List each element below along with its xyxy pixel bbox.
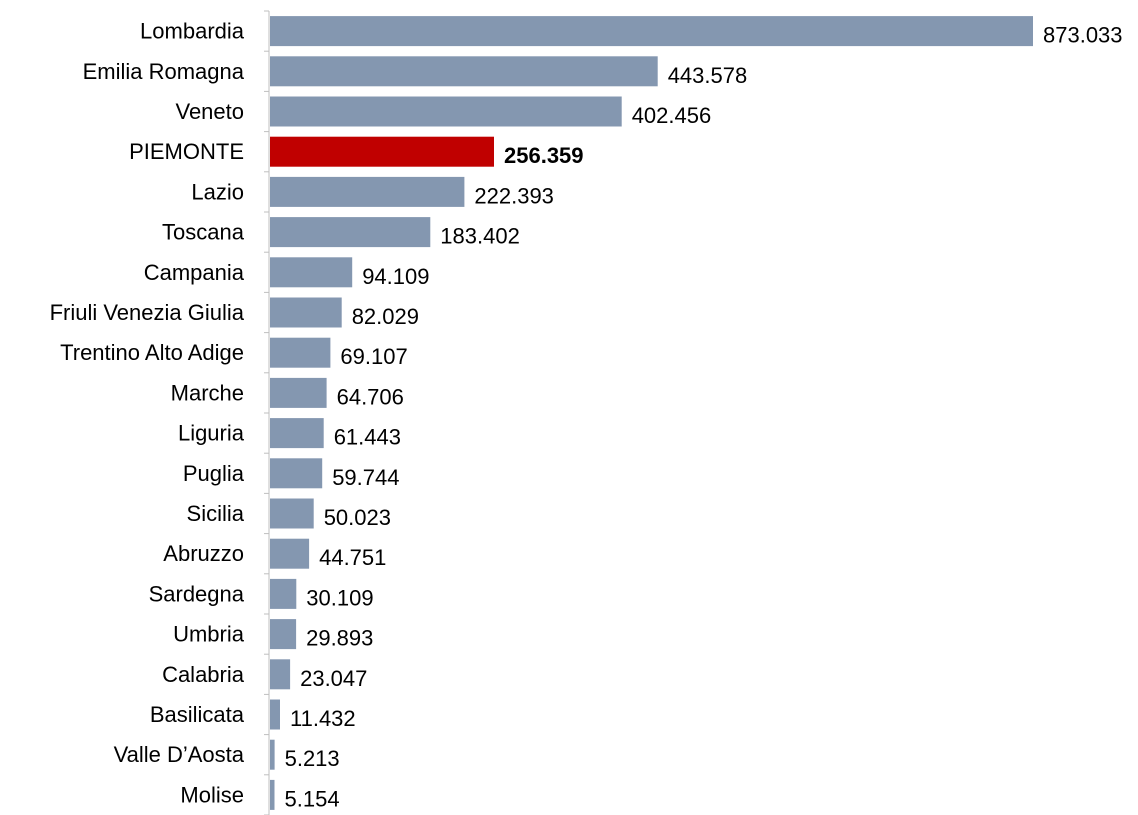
- category-label: Emilia Romagna: [83, 59, 245, 84]
- bar-lazio: [270, 176, 465, 207]
- value-label: 5.213: [285, 746, 340, 771]
- value-label: 64.706: [337, 384, 404, 409]
- category-label: Trentino Alto Adige: [60, 340, 244, 365]
- category-label: Lazio: [191, 179, 244, 204]
- category-label: Basilicata: [150, 702, 245, 727]
- value-label: 402.456: [632, 103, 712, 128]
- value-label: 50.023: [324, 505, 391, 530]
- bar-lombardia: [270, 16, 1033, 47]
- bar-campania: [270, 257, 353, 288]
- bar-veneto: [270, 96, 622, 127]
- value-label: 44.751: [319, 545, 386, 570]
- bar-molise: [270, 779, 275, 810]
- category-label: Valle D’Aosta: [114, 742, 245, 767]
- category-label: Campania: [144, 260, 245, 285]
- category-label: Molise: [180, 782, 244, 807]
- bar-puglia: [270, 458, 323, 489]
- category-label: Marche: [171, 380, 244, 405]
- bar-emilia-romagna: [270, 56, 658, 87]
- value-label: 23.047: [300, 666, 367, 691]
- category-label: PIEMONTE: [129, 139, 244, 164]
- category-label: Toscana: [162, 220, 245, 245]
- category-labels-group: Lombardia Emilia Romagna Veneto PIEMONTE Laz…: [50, 19, 245, 808]
- bar-abruzzo: [270, 538, 310, 569]
- value-label: 94.109: [362, 264, 429, 289]
- category-label: Friuli Venezia Giulia: [50, 300, 245, 325]
- value-label: 222.393: [474, 183, 554, 208]
- category-label: Puglia: [183, 461, 245, 486]
- category-label: Veneto: [175, 99, 244, 124]
- value-label: 30.109: [306, 585, 373, 610]
- category-label: Abruzzo: [163, 541, 244, 566]
- value-label: 5.154: [285, 786, 340, 811]
- bar-toscana: [270, 217, 431, 248]
- bar-marche: [270, 377, 327, 408]
- value-label: 82.029: [352, 304, 419, 329]
- bar-valle-d-aosta: [270, 739, 275, 770]
- value-label: 183.402: [440, 224, 520, 249]
- bar-calabria: [270, 659, 291, 690]
- bar-trentino-alto-adige: [270, 337, 331, 368]
- value-label: 69.107: [340, 344, 407, 369]
- bar-piemonte: [270, 136, 494, 167]
- value-label: 873.033: [1043, 23, 1123, 48]
- bar-umbria: [270, 619, 297, 650]
- category-label: Sicilia: [187, 501, 245, 526]
- value-labels-group: 873.033 443.578 402.456 256.359 222.393 183.4…: [285, 23, 1123, 812]
- bars-group: [270, 16, 1033, 810]
- category-label: Sardegna: [149, 581, 245, 606]
- value-label: 59.744: [332, 465, 399, 490]
- category-axis: [264, 10, 270, 815]
- value-label: 61.443: [334, 425, 401, 450]
- bar-liguria: [270, 418, 324, 449]
- category-label: Liguria: [178, 421, 245, 446]
- category-label: Umbria: [173, 622, 245, 647]
- value-label: 11.432: [290, 706, 356, 731]
- category-label: Lombardia: [140, 19, 245, 44]
- value-label: 443.578: [668, 63, 748, 88]
- bar-friuli-venezia-giulia: [270, 297, 342, 328]
- value-label: 29.893: [306, 626, 373, 651]
- value-label: 256.359: [504, 143, 584, 168]
- bar-sicilia: [270, 498, 314, 529]
- bar-basilicata: [270, 699, 280, 730]
- category-label: Calabria: [162, 662, 245, 687]
- bar-sardegna: [270, 578, 297, 609]
